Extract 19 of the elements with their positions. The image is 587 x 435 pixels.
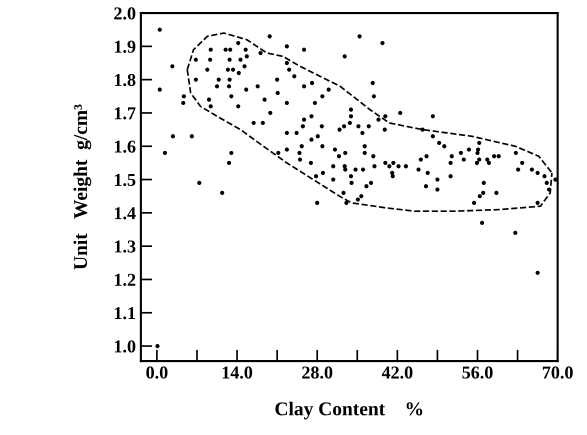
x-tick-label: 56.0	[462, 366, 493, 379]
y-tick-label: 2.0	[114, 7, 136, 20]
y-tick-label: 1.0	[114, 340, 136, 353]
y-tick-label: 1.6	[114, 140, 136, 153]
y-tick-label: 1.9	[114, 40, 136, 53]
x-tick-label: 14.0	[222, 366, 252, 379]
y-tick-label: 1.3	[114, 240, 136, 253]
x-tick-label: 70.0	[542, 366, 573, 379]
x-tick-label: 0.0	[146, 366, 168, 379]
y-tick-label: 1.5	[114, 174, 136, 186]
y-tick-label: 1.1	[114, 307, 136, 320]
x-axis-title: Clay Content %	[275, 402, 422, 420]
y-tick-label: 1.8	[114, 74, 136, 86]
y-tick-label: 1.2	[114, 274, 136, 286]
y-tick-label: 1.7	[114, 107, 136, 120]
y-axis-title: Unit Weight g/cm³	[73, 104, 92, 270]
x-tick-label: 28.0	[302, 366, 332, 379]
y-tick-label: 1.4	[114, 207, 136, 220]
x-tick-label: 42.0	[382, 366, 412, 379]
